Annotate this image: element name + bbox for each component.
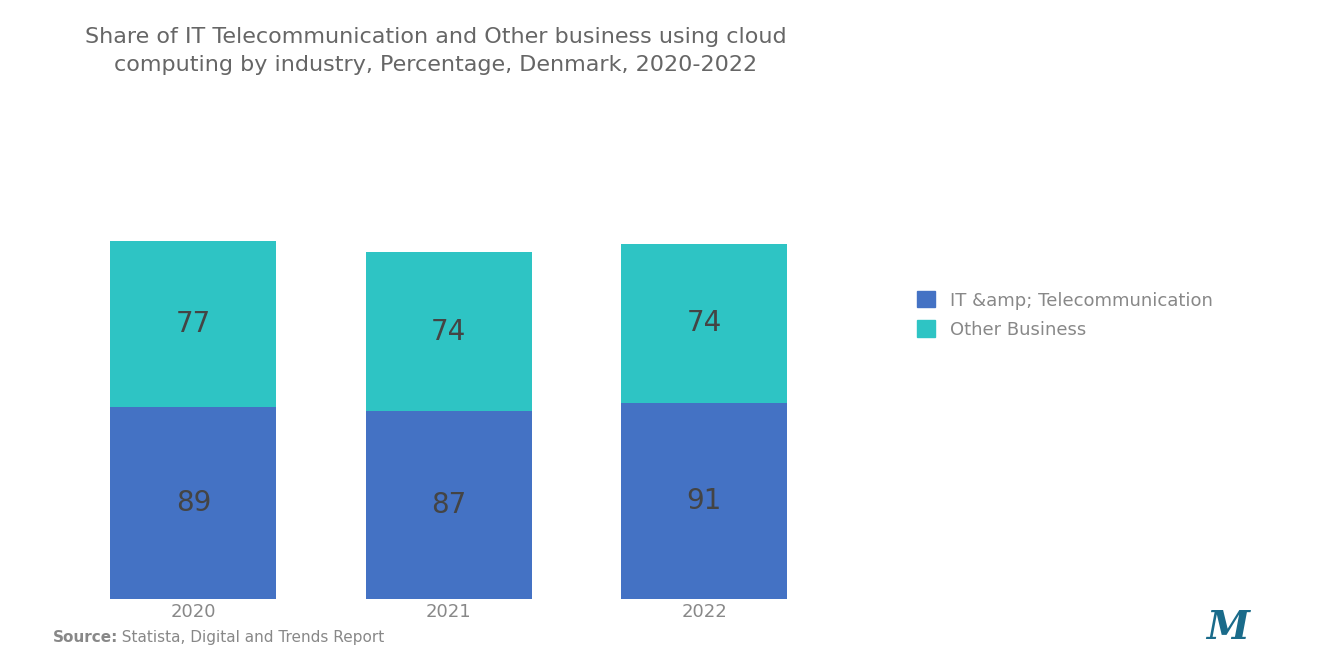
- Text: 87: 87: [432, 491, 466, 519]
- Text: 77: 77: [176, 310, 211, 338]
- Text: 74: 74: [686, 309, 722, 337]
- Text: M: M: [1206, 609, 1249, 648]
- Text: 91: 91: [686, 487, 722, 515]
- Text: Share of IT Telecommunication and Other business using cloud
computing by indust: Share of IT Telecommunication and Other …: [84, 27, 787, 74]
- Text: 89: 89: [176, 489, 211, 517]
- Bar: [111, 407, 276, 598]
- Bar: [622, 403, 787, 598]
- Legend: IT &amp; Telecommunication, Other Business: IT &amp; Telecommunication, Other Busine…: [917, 291, 1213, 338]
- Text: Statista, Digital and Trends Report: Statista, Digital and Trends Report: [112, 630, 384, 645]
- Bar: [111, 241, 276, 407]
- Bar: [622, 243, 787, 403]
- Bar: [366, 412, 532, 598]
- Bar: [366, 252, 532, 412]
- Text: Source:: Source:: [53, 630, 119, 645]
- Text: 74: 74: [432, 318, 466, 346]
